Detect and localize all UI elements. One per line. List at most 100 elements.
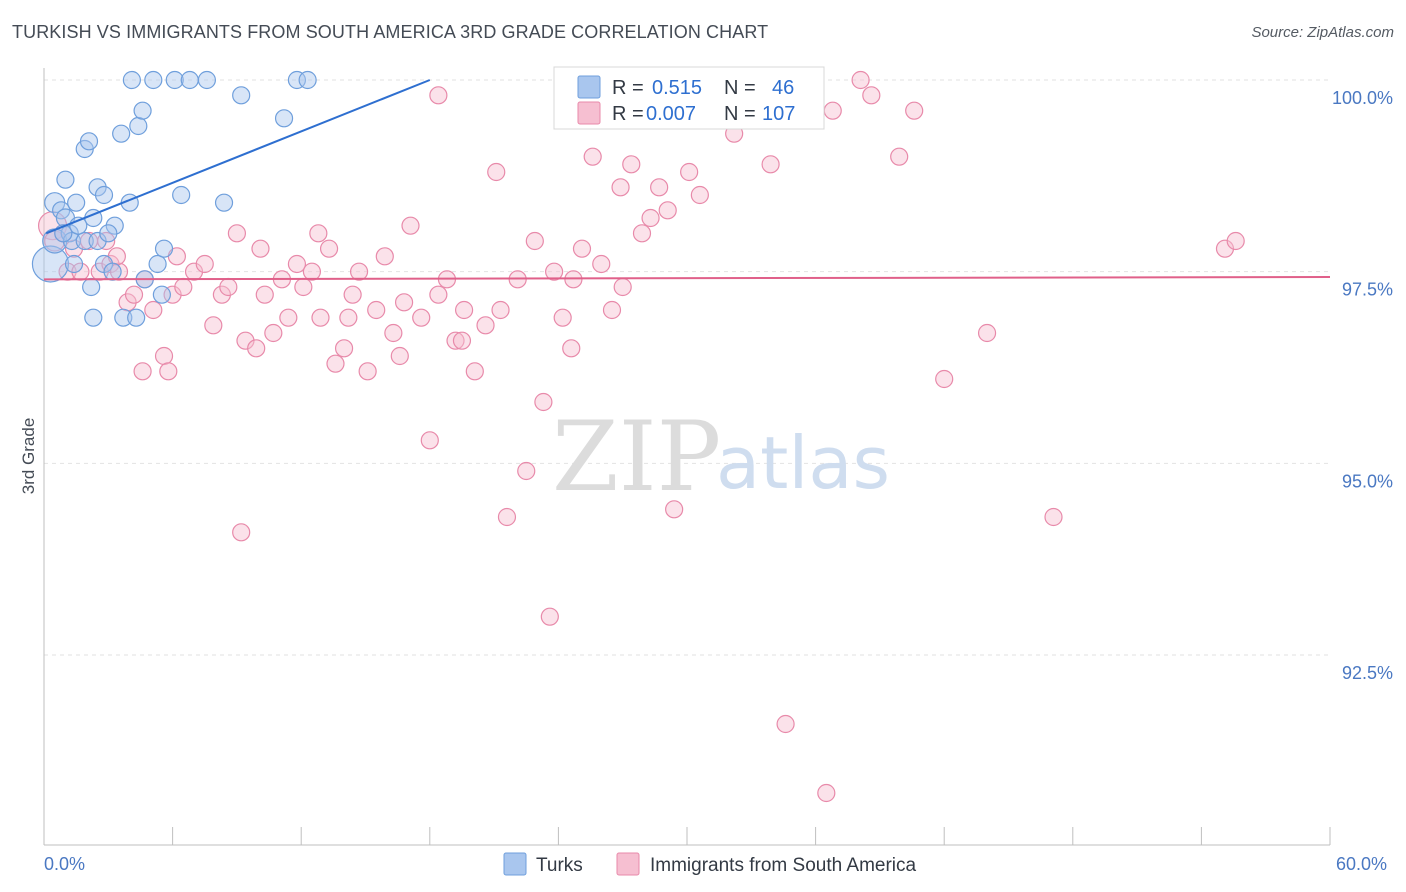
turks-point (144, 70, 163, 90)
turks-point (165, 70, 184, 90)
sa-point (1226, 231, 1245, 251)
sa-point (401, 216, 420, 235)
turks-point (112, 124, 131, 143)
y-tick-label: 97.5% (1342, 280, 1393, 300)
x-axis-ticks (43, 827, 1331, 845)
trend-line-sa (43, 276, 1331, 281)
sa-point (358, 362, 377, 381)
watermark-zip: ZIP (552, 401, 721, 513)
turks-point (75, 231, 94, 251)
sa-point (255, 285, 274, 304)
sa-point (602, 300, 622, 320)
y-axis-label: 3rd Grade (19, 418, 38, 495)
y-tick-labels: 92.5% 95.0% 97.5% 100.0% (1332, 88, 1393, 683)
sa-point (776, 714, 795, 734)
sa-point (367, 300, 386, 320)
sa-point (412, 308, 431, 327)
sa-point (294, 277, 313, 297)
sa-point (611, 178, 630, 197)
y-tick-label: 100.0% (1332, 88, 1393, 108)
sa-point (279, 308, 298, 327)
legend-sa-n-value: 107 (762, 103, 795, 125)
sa-point (326, 354, 345, 373)
sa-point (319, 239, 339, 258)
series-immigrants-from-south-america (37, 70, 1245, 803)
sa-point (905, 101, 924, 120)
sa-point (390, 346, 409, 366)
turks-point (67, 193, 86, 212)
bottom-legend-turks: Turks (536, 855, 583, 876)
bottom-legend-sa: Immigrants from South America (650, 855, 917, 876)
sa-point (761, 155, 780, 174)
sa-point (650, 178, 669, 197)
turks-point (133, 101, 152, 120)
sa-point (420, 431, 439, 450)
sa-point (154, 346, 174, 366)
sa-point (349, 262, 369, 281)
sa-point (375, 247, 394, 266)
turks-point (152, 285, 171, 304)
sa-point (309, 224, 328, 243)
sa-point (491, 300, 510, 320)
legend-turks-r-label: R = (612, 77, 644, 99)
turks-point (148, 254, 167, 274)
trend-line-turks (45, 79, 431, 235)
sa-point (632, 224, 652, 243)
sa-point (851, 70, 870, 90)
turks-point (56, 170, 75, 189)
turks-point (180, 70, 199, 90)
chart-title: TURKISH VS IMMIGRANTS FROM SOUTH AMERICA… (12, 22, 769, 42)
turks-point (82, 277, 101, 297)
legend-sa-n-label: N = (724, 103, 756, 125)
turks-point (64, 254, 84, 274)
sa-point (1044, 507, 1063, 527)
sa-point (429, 86, 448, 105)
sa-point (343, 285, 362, 304)
sa-point (264, 323, 283, 343)
sa-point (144, 300, 163, 320)
legend-turks-n-value: 46 (772, 77, 794, 99)
legend-swatch-sa (577, 101, 601, 125)
sa-point (302, 262, 322, 281)
sa-point (690, 185, 709, 205)
legend-box: R = 0.515 N = 46 R = 0.007 N = 107 (553, 66, 825, 130)
sa-point (525, 231, 544, 251)
legend-turks-n-label: N = (724, 77, 756, 99)
turks-point (298, 70, 317, 90)
sa-point (545, 262, 564, 281)
sa-point (394, 293, 414, 312)
sa-point (517, 461, 536, 481)
legend-swatch-turks (577, 75, 601, 99)
turks-point (31, 245, 70, 283)
sa-point (823, 101, 842, 120)
legend-turks-r-value: 0.515 (652, 77, 702, 99)
sa-point (232, 523, 251, 542)
sa-point (452, 331, 472, 350)
sa-point (572, 239, 592, 258)
sa-point (890, 147, 909, 166)
trend-lines (43, 79, 1331, 281)
sa-point (465, 362, 484, 381)
sa-point (592, 254, 611, 274)
bottom-legend-swatch-turks (503, 852, 527, 876)
turks-point (172, 185, 191, 205)
sa-point (977, 323, 997, 343)
sa-point (935, 369, 954, 389)
source-credit: Source: ZipAtlas.com (1251, 24, 1394, 41)
legend-sa-r-label: R = (612, 103, 644, 125)
turks-point (154, 239, 174, 258)
sa-point (287, 254, 307, 274)
turks-point (99, 224, 118, 243)
sa-point (133, 362, 152, 381)
bottom-legend-swatch-sa (616, 852, 640, 876)
sa-point (476, 316, 495, 335)
turks-point (79, 132, 99, 151)
sa-point (680, 162, 699, 182)
sa-point (334, 339, 354, 358)
sa-point (159, 362, 178, 381)
sa-point (454, 300, 474, 320)
turks-point (274, 109, 294, 128)
legend-sa-r-value: 0.007 (646, 103, 696, 125)
sa-point (534, 392, 553, 412)
